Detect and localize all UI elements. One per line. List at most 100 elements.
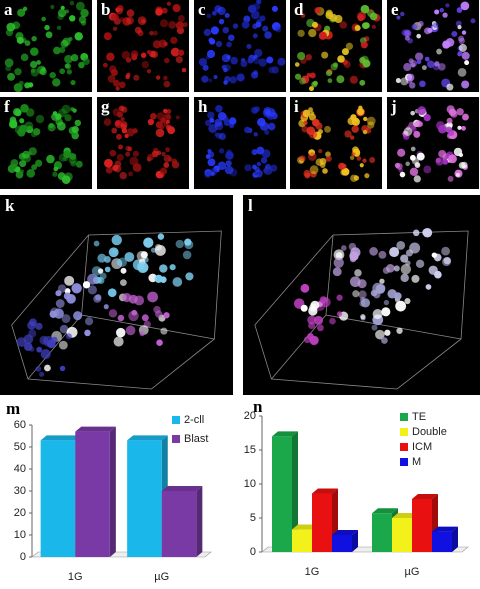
nucleus: [445, 3, 450, 8]
nucleus: [254, 166, 260, 173]
y-tick-label: 0: [250, 546, 256, 558]
nucleus: [12, 108, 21, 116]
nucleus: [115, 327, 126, 338]
nucleus: [175, 21, 184, 30]
x-tick-label: 1G: [68, 571, 83, 583]
nucleus: [152, 30, 158, 36]
nucleus: [319, 296, 328, 304]
x-tick-label: µG: [405, 566, 420, 578]
nucleus: [456, 7, 463, 13]
nucleus: [446, 83, 454, 91]
nucleus: [327, 78, 333, 84]
nucleus: [129, 156, 139, 166]
nucleus: [61, 314, 71, 324]
nucleus: [223, 80, 228, 85]
nucleus: [253, 69, 258, 75]
nucleus: [360, 4, 370, 14]
nucleus: [369, 247, 378, 256]
nucleus: [308, 28, 317, 38]
nucleus: [217, 6, 226, 16]
legend-swatch: [172, 416, 180, 424]
nucleus: [111, 127, 118, 134]
nucleus: [159, 167, 168, 175]
nucleus: [375, 329, 385, 340]
nucleus: [112, 108, 121, 117]
bar: [272, 436, 292, 552]
nucleus: [217, 161, 227, 171]
nucleus: [389, 247, 400, 258]
nucleus: [318, 148, 323, 154]
nucleus: [84, 329, 91, 337]
nucleus: [102, 62, 108, 68]
nucleus: [182, 22, 188, 28]
nucleus: [354, 269, 362, 277]
nucleus: [252, 33, 258, 39]
nucleus: [366, 116, 376, 126]
nucleus: [72, 108, 77, 113]
nucleus: [308, 321, 316, 330]
nucleus: [105, 166, 113, 174]
nucleus: [215, 40, 223, 48]
nucleus: [325, 155, 332, 162]
nucleus: [271, 5, 278, 12]
nucleus: [317, 324, 324, 332]
nucleus: [258, 58, 267, 67]
bar-top: [75, 426, 116, 432]
nucleus: [64, 54, 73, 64]
nucleus: [250, 10, 260, 20]
bar: [432, 531, 452, 552]
nucleus: [155, 8, 163, 16]
nucleus: [156, 112, 165, 121]
nucleus: [329, 317, 336, 325]
nucleus: [58, 153, 67, 162]
nucleus: [65, 333, 72, 340]
nucleus: [155, 128, 165, 138]
nucleus: [347, 117, 356, 126]
nucleus: [302, 109, 311, 118]
nucleus: [80, 8, 89, 18]
nucleus: [341, 167, 350, 176]
nucleus: [447, 129, 455, 136]
nucleus: [82, 57, 90, 66]
nucleus: [120, 117, 125, 122]
nucleus: [172, 4, 181, 13]
nucleus: [395, 78, 401, 84]
nucleus: [50, 4, 55, 10]
nucleus: [411, 24, 418, 30]
nucleus: [31, 131, 37, 138]
nucleus: [418, 20, 424, 27]
nucleus: [5, 65, 12, 72]
nucleus: [163, 80, 171, 88]
nucleus: [308, 113, 317, 121]
nucleus: [371, 324, 378, 331]
nucleus: [56, 25, 62, 30]
nucleus: [417, 106, 427, 116]
nucleus: [36, 346, 43, 353]
panel-label: j: [390, 97, 397, 116]
nucleus: [52, 78, 61, 87]
nucleus: [451, 30, 458, 37]
nucleus: [132, 150, 139, 157]
nucleus: [363, 116, 368, 122]
nucleus: [397, 148, 406, 157]
nucleus: [266, 165, 272, 171]
nucleus: [70, 79, 76, 86]
nucleus: [357, 279, 367, 289]
nucleus: [47, 123, 56, 132]
nucleus: [170, 47, 180, 57]
bar: [312, 493, 332, 552]
nucleus: [120, 267, 127, 274]
y-tick-label: 40: [14, 463, 26, 475]
nucleus: [226, 149, 232, 156]
nucleus: [208, 124, 218, 133]
nucleus: [222, 26, 230, 34]
nucleus: [46, 154, 55, 164]
panel-label: f: [4, 97, 10, 116]
nucleus: [315, 158, 324, 166]
nucleus: [53, 46, 61, 55]
nucleus: [423, 114, 431, 122]
nucleus: [24, 342, 33, 351]
nucleus: [152, 40, 162, 49]
nucleus: [20, 53, 29, 62]
nucleus: [70, 160, 77, 167]
